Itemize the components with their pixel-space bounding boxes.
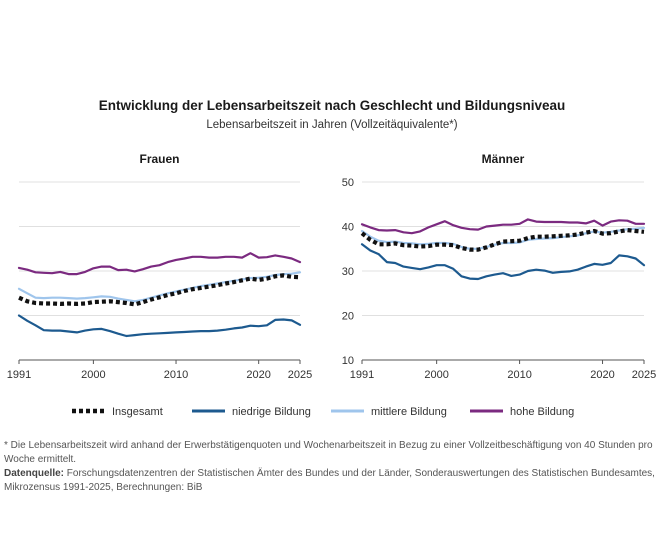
series-line-niedrige-bildung	[360, 243, 646, 281]
legend-label-hohe-bildung: hohe Bildung	[510, 406, 574, 418]
x-tick-label: 2025	[288, 369, 312, 381]
x-tick-label: 2000	[81, 369, 105, 381]
chart-panels: Frauen 1991 2000 2010 2020 2025 Männer 10 20 30 40…	[7, 152, 656, 381]
series-line-hohe-bildung	[17, 252, 302, 276]
y-tick-label: 20	[342, 311, 354, 323]
legend: Insgesamt niedrige Bildung mittlere Bildun…	[72, 406, 574, 418]
legend-label-mittlere-bildung: mittlere Bildung	[371, 406, 447, 418]
x-tick-label: 2010	[507, 369, 531, 381]
source-line: Datenquelle: Forschungsdatenzentren der …	[4, 467, 659, 494]
series-line-niedrige-bildung	[17, 314, 302, 338]
panel-title: Frauen	[139, 152, 179, 166]
y-tick-label: 30	[342, 266, 354, 278]
series-line-hohe-bildung	[360, 218, 646, 235]
chart-subtitle: Lebensarbeitszeit in Jahren (Vollzeitäqu…	[206, 119, 457, 131]
notes: * Die Lebensarbeitszeit wird anhand der …	[4, 439, 659, 495]
panel-title: Männer	[482, 152, 525, 166]
series-line-mittlere-bildung	[360, 226, 646, 250]
x-tick-label: 2020	[590, 369, 614, 381]
x-tick-label: 1991	[350, 369, 374, 381]
source-label: Datenquelle:	[4, 468, 65, 479]
x-tick-label: 2025	[632, 369, 656, 381]
x-tick-label: 2010	[164, 369, 188, 381]
chart-title: Entwicklung der Lebensarbeitszeit nach G…	[99, 98, 566, 113]
y-tick-label: 50	[342, 177, 354, 189]
y-tick-label: 10	[342, 355, 354, 367]
x-tick-label: 2020	[246, 369, 270, 381]
x-tick-label: 1991	[7, 369, 31, 381]
series-line-insgesamt	[18, 273, 301, 307]
footnote: * Die Lebensarbeitszeit wird anhand der …	[4, 440, 653, 465]
legend-label-insgesamt: Insgesamt	[112, 406, 163, 418]
series-line-insgesamt	[360, 228, 645, 252]
panel-maenner: Männer 10 20 30 40 50 1991 2000 2010 2020 2025	[342, 152, 656, 381]
chart: Entwicklung der Lebensarbeitszeit nach G…	[7, 98, 656, 418]
source-text: Forschungsdatenzentren der Statistischen…	[4, 468, 655, 493]
x-tick-label: 2000	[424, 369, 448, 381]
legend-label-niedrige-bildung: niedrige Bildung	[232, 406, 311, 418]
panel-frauen: Frauen 1991 2000 2010 2020 2025	[7, 152, 312, 381]
y-tick-label: 40	[342, 222, 354, 234]
